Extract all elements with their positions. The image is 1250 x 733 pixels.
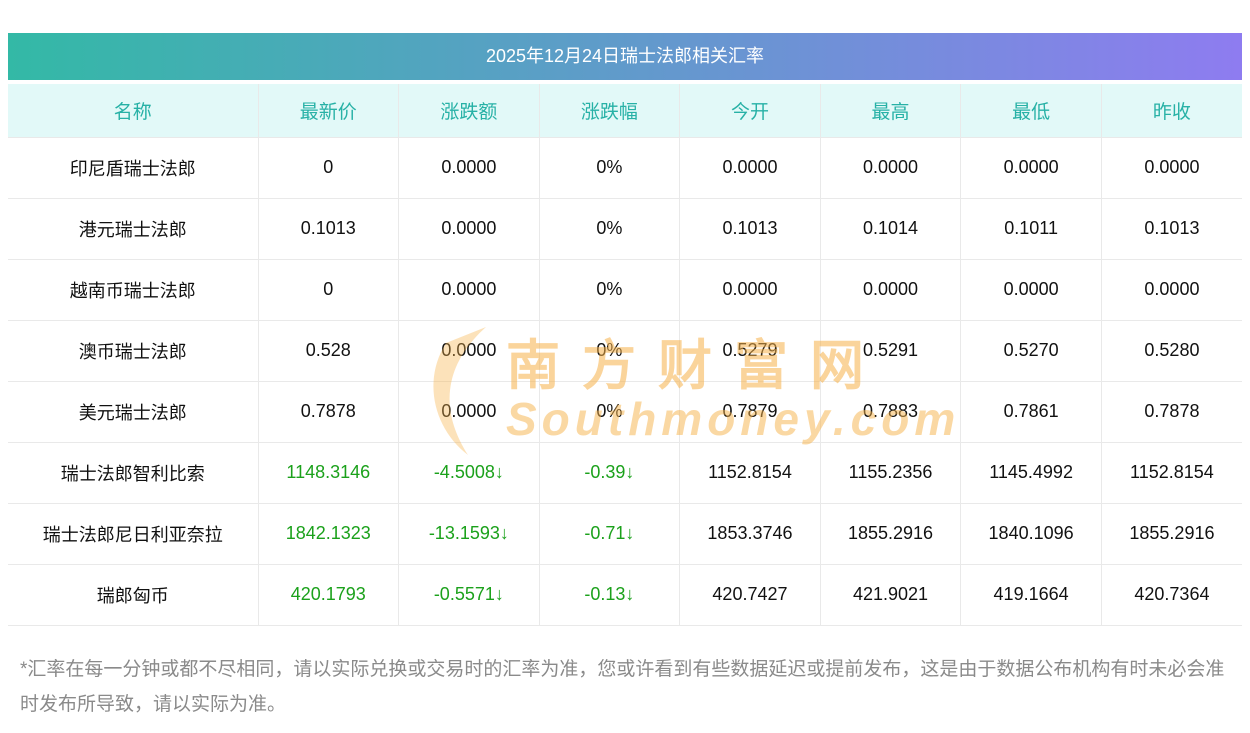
cell-change-pct: -0.39↓	[539, 442, 681, 504]
cell-prev-close: 420.7364	[1101, 564, 1242, 626]
cell-prev-close: 0.5280	[1101, 320, 1242, 382]
cell-change: -4.5008↓	[398, 442, 540, 504]
column-header-2: 涨跌额	[398, 84, 540, 138]
column-header-1: 最新价	[258, 84, 400, 138]
table-row: 港元瑞士法郎 0.1013 0.0000 0% 0.1013 0.1014 0.1011 0.…	[8, 198, 1242, 260]
cell-low: 0.1011	[960, 198, 1102, 260]
cell-high: 0.0000	[820, 259, 962, 321]
cell-open: 1152.8154	[679, 442, 821, 504]
cell-change-pct: -0.71↓	[539, 503, 681, 565]
cell-high: 1855.2916	[820, 503, 962, 565]
cell-high: 0.5291	[820, 320, 962, 382]
rates-table: 名称 最新价 涨跌额 涨跌幅 今开 最高 最低 昨收 印尼盾瑞士法郎 0 0.0000 0% 0.00…	[8, 84, 1242, 626]
cell-change: -13.1593↓	[398, 503, 540, 565]
cell-change: 0.0000	[398, 259, 540, 321]
cell-high: 0.7883	[820, 381, 962, 443]
footnote: *汇率在每一分钟或都不尽相同，请以实际兑换或交易时的汇率为准，您或许看到有些数据…	[20, 658, 1225, 715]
cell-low: 1145.4992	[960, 442, 1102, 504]
table-row: 瑞士法郎尼日利亚奈拉 1842.1323 -13.1593↓ -0.71↓ 1853.3…	[8, 503, 1242, 565]
cell-latest: 0	[258, 137, 400, 199]
cell-high: 0.1014	[820, 198, 962, 260]
cell-low: 0.0000	[960, 137, 1102, 199]
page-title: 2025年12月24日瑞士法郎相关汇率	[8, 33, 1242, 80]
column-header-4: 今开	[679, 84, 821, 138]
column-header-3: 涨跌幅	[539, 84, 681, 138]
cell-open: 0.7879	[679, 381, 821, 443]
cell-open: 0.1013	[679, 198, 821, 260]
cell-latest: 0.1013	[258, 198, 400, 260]
table-row: 瑞郎匈币 420.1793 -0.5571↓ -0.13↓ 420.7427 421.90…	[8, 564, 1242, 626]
table-row: 澳币瑞士法郎 0.528 0.0000 0% 0.5279 0.5291 0.5270 0.5…	[8, 320, 1242, 382]
cell-latest: 420.1793	[258, 564, 400, 626]
cell-change-pct: 0%	[539, 137, 681, 199]
cell-open: 420.7427	[679, 564, 821, 626]
cell-change: 0.0000	[398, 137, 540, 199]
cell-latest: 0.7878	[258, 381, 400, 443]
cell-latest: 0.528	[258, 320, 400, 382]
cell-change: 0.0000	[398, 198, 540, 260]
cell-high: 1155.2356	[820, 442, 962, 504]
cell-name: 瑞士法郎智利比索	[8, 442, 259, 504]
column-header-7: 昨收	[1101, 84, 1242, 138]
cell-high: 421.9021	[820, 564, 962, 626]
cell-low: 1840.1096	[960, 503, 1102, 565]
cell-prev-close: 0.7878	[1101, 381, 1242, 443]
cell-open: 0.5279	[679, 320, 821, 382]
column-header-0: 名称	[8, 84, 259, 138]
cell-change-pct: -0.13↓	[539, 564, 681, 626]
cell-latest: 1842.1323	[258, 503, 400, 565]
cell-low: 419.1664	[960, 564, 1102, 626]
cell-name: 越南币瑞士法郎	[8, 259, 259, 321]
cell-prev-close: 0.1013	[1101, 198, 1242, 260]
table-row: 印尼盾瑞士法郎 0 0.0000 0% 0.0000 0.0000 0.0000 0.0000	[8, 137, 1242, 199]
table-row: 越南币瑞士法郎 0 0.0000 0% 0.0000 0.0000 0.0000 0.0000	[8, 259, 1242, 321]
cell-change: 0.0000	[398, 381, 540, 443]
cell-change-pct: 0%	[539, 198, 681, 260]
cell-change: -0.5571↓	[398, 564, 540, 626]
cell-prev-close: 0.0000	[1101, 137, 1242, 199]
cell-change-pct: 0%	[539, 381, 681, 443]
cell-change: 0.0000	[398, 320, 540, 382]
cell-open: 0.0000	[679, 259, 821, 321]
cell-low: 0.0000	[960, 259, 1102, 321]
table-row: 瑞士法郎智利比索 1148.3146 -4.5008↓ -0.39↓ 1152.8154…	[8, 442, 1242, 504]
cell-low: 0.5270	[960, 320, 1102, 382]
cell-prev-close: 0.0000	[1101, 259, 1242, 321]
cell-latest: 0	[258, 259, 400, 321]
cell-name: 港元瑞士法郎	[8, 198, 259, 260]
cell-change-pct: 0%	[539, 320, 681, 382]
table-header-row: 名称 最新价 涨跌额 涨跌幅 今开 最高 最低 昨收	[8, 84, 1242, 138]
page: 2025年12月24日瑞士法郎相关汇率 名称 最新价 涨跌额 涨跌幅 今开 最高 最低 昨收 …	[0, 33, 1250, 733]
cell-open: 0.0000	[679, 137, 821, 199]
column-header-6: 最低	[960, 84, 1102, 138]
cell-high: 0.0000	[820, 137, 962, 199]
table-row: 美元瑞士法郎 0.7878 0.0000 0% 0.7879 0.7883 0.7861 0.…	[8, 381, 1242, 443]
cell-name: 澳币瑞士法郎	[8, 320, 259, 382]
cell-open: 1853.3746	[679, 503, 821, 565]
cell-change-pct: 0%	[539, 259, 681, 321]
cell-name: 印尼盾瑞士法郎	[8, 137, 259, 199]
column-header-5: 最高	[820, 84, 962, 138]
cell-name: 美元瑞士法郎	[8, 381, 259, 443]
cell-latest: 1148.3146	[258, 442, 400, 504]
cell-prev-close: 1855.2916	[1101, 503, 1242, 565]
cell-prev-close: 1152.8154	[1101, 442, 1242, 504]
cell-low: 0.7861	[960, 381, 1102, 443]
cell-name: 瑞郎匈币	[8, 564, 259, 626]
cell-name: 瑞士法郎尼日利亚奈拉	[8, 503, 259, 565]
